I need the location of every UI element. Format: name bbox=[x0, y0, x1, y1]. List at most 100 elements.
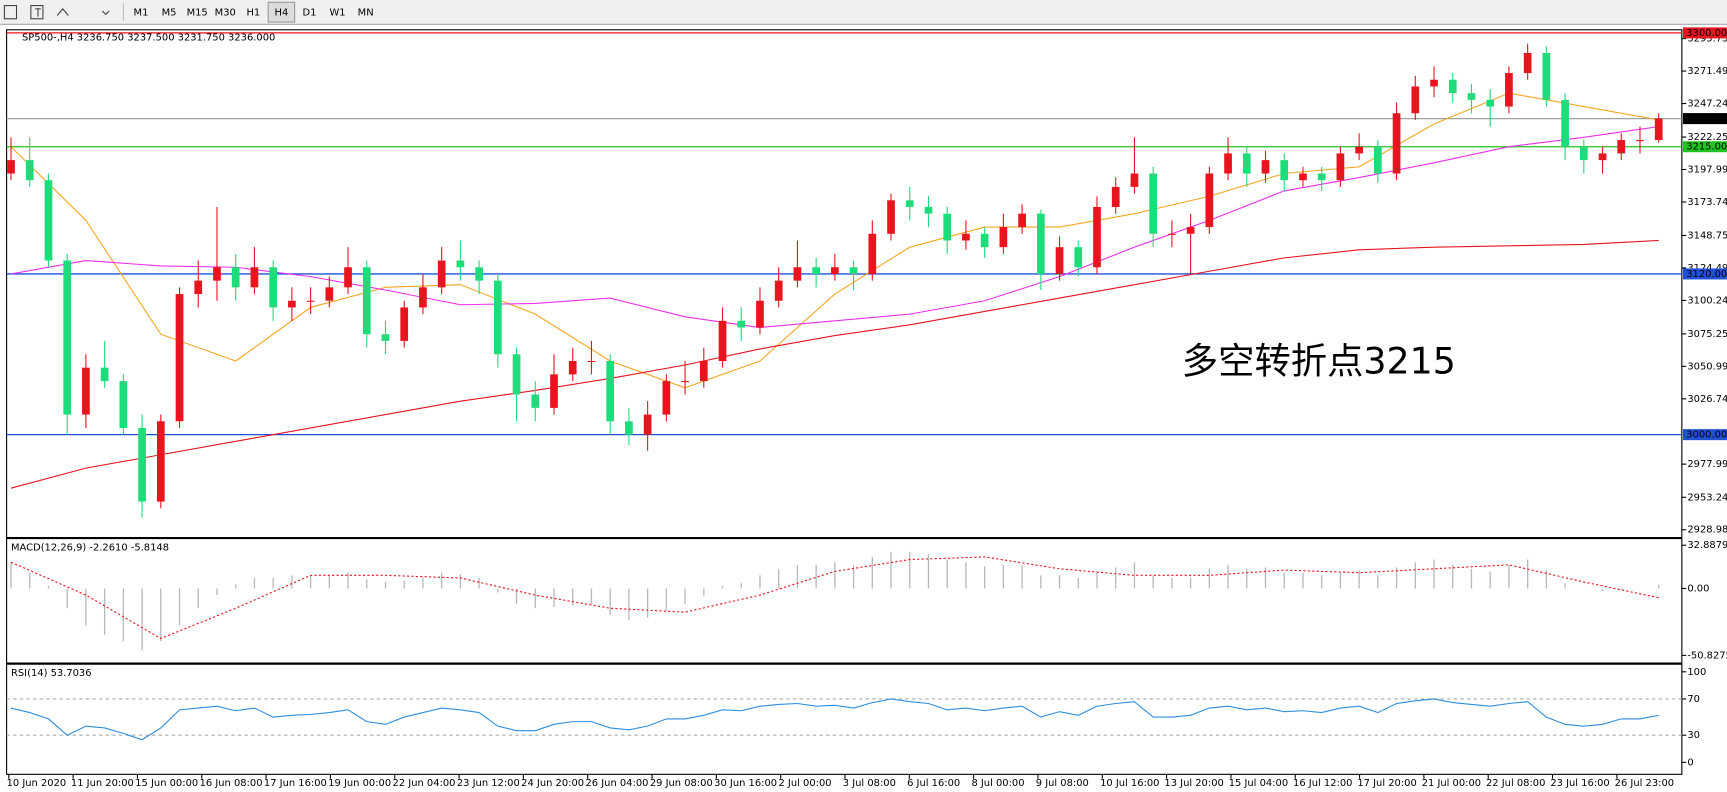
candle-body bbox=[1448, 79, 1457, 94]
x-tick-label: 15 Jun 00:00 bbox=[135, 778, 198, 789]
moving-average bbox=[10, 239, 1659, 489]
timeframe-label[interactable]: H4 bbox=[275, 8, 289, 19]
y-tick-label: 3148.750 bbox=[1687, 230, 1727, 241]
candle-body bbox=[1149, 173, 1158, 234]
candle-body bbox=[1467, 93, 1476, 100]
timeframe-label[interactable]: D1 bbox=[303, 8, 317, 19]
candle-body bbox=[793, 267, 802, 281]
candle-body bbox=[1654, 118, 1663, 141]
x-tick-label: 10 Jul 16:00 bbox=[1100, 778, 1159, 789]
candle-body bbox=[400, 307, 409, 341]
timeframe-label[interactable]: M5 bbox=[162, 8, 177, 19]
moving-average bbox=[10, 92, 1659, 389]
candle-body bbox=[269, 267, 278, 308]
level-label: 3300.000 bbox=[1686, 28, 1727, 39]
x-tick-label: 22 Jul 08:00 bbox=[1486, 778, 1545, 789]
y-tick-label: 3173.740 bbox=[1687, 197, 1727, 208]
icon-text[interactable] bbox=[30, 5, 44, 20]
level-label: 3000.000 bbox=[1686, 430, 1727, 441]
y-tick-label: 3222.250 bbox=[1687, 132, 1727, 143]
candle-body bbox=[550, 374, 558, 408]
timeframe-label[interactable]: M30 bbox=[215, 8, 236, 19]
timeframe-label[interactable]: M15 bbox=[187, 8, 208, 19]
icon-objects[interactable] bbox=[56, 7, 110, 16]
candle-body bbox=[1111, 186, 1120, 207]
candle-body bbox=[156, 421, 165, 502]
timeframe-label[interactable]: M1 bbox=[134, 8, 149, 19]
icon-new[interactable] bbox=[3, 5, 18, 20]
x-tick-label: 26 Jun 04:00 bbox=[586, 778, 649, 789]
candle-body bbox=[924, 206, 933, 214]
candle-body bbox=[868, 233, 877, 274]
y-tick-label: 3295.750 bbox=[1687, 34, 1727, 45]
x-tick-label: 10 Jun 2020 bbox=[7, 778, 67, 789]
candle-body bbox=[119, 381, 128, 428]
chart-frame bbox=[6, 29, 1683, 775]
candle-body bbox=[1018, 213, 1026, 228]
candle-body bbox=[774, 280, 783, 301]
macd-signal bbox=[10, 556, 1659, 640]
candle-body bbox=[306, 300, 315, 302]
y-tick-label: 2977.995 bbox=[1687, 459, 1727, 470]
y-tick-label: 0 bbox=[1687, 757, 1693, 768]
timeframe-label[interactable]: H1 bbox=[246, 8, 260, 19]
candle-body bbox=[288, 300, 296, 308]
candle-body bbox=[905, 200, 914, 207]
candle-body bbox=[213, 267, 221, 281]
candle-body bbox=[1411, 86, 1420, 114]
candle-body bbox=[1261, 160, 1270, 174]
y-tick-label: 2953.240 bbox=[1687, 492, 1727, 503]
x-tick-label: 2 Jul 00:00 bbox=[778, 778, 831, 789]
candle-body bbox=[1036, 213, 1045, 274]
y-tick-label: 3050.995 bbox=[1687, 361, 1727, 372]
candle-body bbox=[512, 354, 521, 395]
level-label: 3236.000 bbox=[1686, 114, 1727, 125]
candle-body bbox=[44, 180, 53, 261]
candle-body bbox=[587, 360, 596, 363]
level-label-box bbox=[1682, 141, 1727, 153]
candle-body bbox=[1392, 113, 1401, 174]
y-tick-label: 70 bbox=[1687, 694, 1700, 705]
x-tick-label: 23 Jul 16:00 bbox=[1550, 778, 1609, 789]
x-tick-label: 17 Jul 20:00 bbox=[1357, 778, 1416, 789]
timeframe-label[interactable]: MN bbox=[358, 8, 374, 19]
rsi-title: RSI(14) 53.7036 bbox=[11, 668, 92, 679]
x-tick-label: 26 Jul 23:00 bbox=[1615, 778, 1674, 789]
y-tick-label: 3271.495 bbox=[1687, 66, 1727, 77]
rsi-line bbox=[10, 698, 1659, 741]
candle-body bbox=[568, 360, 577, 375]
candle-body bbox=[1074, 247, 1083, 268]
annotation: 多空转折点3215 bbox=[1182, 340, 1456, 383]
level-label-box bbox=[1682, 429, 1727, 441]
timeframe-button[interactable] bbox=[267, 1, 296, 23]
x-tick-label: 30 Jun 16:00 bbox=[714, 778, 777, 789]
candle-body bbox=[231, 267, 240, 288]
x-tick-label: 23 Jun 12:00 bbox=[457, 778, 520, 789]
candle-body bbox=[1579, 146, 1588, 161]
candle-body bbox=[699, 360, 708, 382]
candle-body bbox=[1542, 52, 1551, 100]
x-tick-label: 29 Jun 08:00 bbox=[650, 778, 713, 789]
candle-body bbox=[475, 267, 483, 281]
candle-body bbox=[1299, 173, 1307, 181]
candle-body bbox=[1205, 173, 1214, 228]
timeframe-label[interactable]: W1 bbox=[330, 8, 346, 19]
y-tick-label: 100 bbox=[1687, 667, 1706, 678]
candle-body bbox=[681, 381, 689, 383]
candle-body bbox=[1636, 140, 1644, 142]
candle-body bbox=[1055, 247, 1064, 274]
level-label: 3215.000 bbox=[1686, 142, 1727, 153]
candle-body bbox=[980, 233, 989, 248]
candle-body bbox=[962, 233, 970, 241]
x-tick-label: 19 Jun 00:00 bbox=[328, 778, 391, 789]
candle-body bbox=[887, 200, 895, 234]
chart-title: SP500-,H4 3236.750 3237.500 3231.750 323… bbox=[22, 32, 275, 43]
candle-body bbox=[437, 260, 446, 288]
candle-body bbox=[662, 381, 671, 415]
candle-body bbox=[7, 160, 15, 174]
candle-body bbox=[737, 320, 746, 328]
candle-body bbox=[1093, 206, 1101, 268]
candle-body bbox=[1430, 79, 1438, 87]
y-tick-label: 3124.495 bbox=[1687, 263, 1727, 274]
